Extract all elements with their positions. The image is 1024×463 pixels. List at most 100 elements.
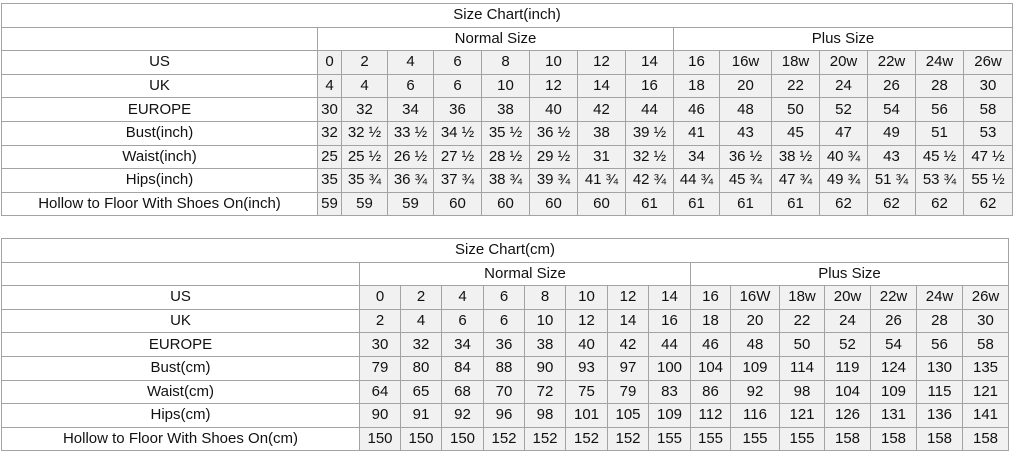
table-cell: 124 (870, 355, 917, 381)
group-header-blank (1, 26, 318, 52)
table-cell: 6 (483, 285, 525, 310)
table-cell: 70 (483, 379, 525, 405)
table-cell: 36 ¾ (387, 168, 434, 193)
table-cell: 35 ½ (481, 120, 530, 146)
table-cell: 83 (648, 379, 691, 405)
table-cell: 61 (771, 191, 820, 217)
table-cell: 88 (483, 355, 525, 381)
table-cell: 32 ½ (341, 120, 388, 146)
table-cell: 14 (607, 308, 649, 334)
table-cell: 14 (648, 285, 691, 310)
table-cell: 16w (719, 50, 772, 75)
table-cell: 75 (565, 379, 608, 405)
table-cell: 16W (730, 285, 780, 310)
table-cell: 36 (483, 332, 525, 357)
row-label: Bust(inch) (1, 120, 318, 146)
table-cell: 44 (625, 97, 674, 122)
table-cell: 20w (824, 285, 871, 310)
table-cell: 56 (915, 97, 964, 122)
table-cell: 12 (565, 308, 608, 334)
table-cell: 152 (524, 426, 566, 452)
normal-size-header: Normal Size (317, 26, 674, 52)
table-cell: 150 (359, 426, 401, 452)
table-cell: 60 (529, 191, 578, 217)
table-cell: 49 ¾ (819, 168, 868, 193)
table-cell: 86 (690, 379, 731, 405)
table-cell: 35 (317, 168, 342, 193)
table-title: Size Chart(inch) (0, 3, 1014, 28)
table-cell: 98 (779, 379, 825, 405)
table-cell: 119 (824, 355, 871, 381)
table-cell: 45 ½ (915, 144, 964, 170)
row-label: Waist(cm) (1, 379, 360, 405)
table-cell: 43 (867, 144, 916, 170)
table-cell: 41 (673, 120, 720, 146)
table-title: Size Chart(cm) (0, 238, 1010, 263)
table-cell: 59 (387, 191, 434, 217)
table-cell: 18 (690, 308, 731, 334)
table-cell: 53 (962, 120, 1014, 146)
plus-size-header: Plus Size (672, 26, 1014, 52)
table-row: US 0 2 4 6 8 10 12 14 16 16W 18w 20w 22w 24w 26w (1, 285, 1010, 310)
table-cell: 6 (483, 308, 525, 334)
table-cell: 105 (607, 403, 649, 428)
row-label: Hollow to Floor With Shoes On(cm) (1, 426, 360, 452)
table-cell: 18w (779, 285, 825, 310)
table-cell: 34 ½ (433, 120, 482, 146)
table-cell: 24w (916, 285, 963, 310)
row-label: EUROPE (1, 332, 360, 357)
table-cell: 46 (673, 97, 720, 122)
table-cell: 41 ¾ (577, 168, 626, 193)
table-cell: 131 (870, 403, 917, 428)
table-cell: 37 ¾ (433, 168, 482, 193)
table-cell: 72 (524, 379, 566, 405)
table-cell: 158 (870, 426, 917, 452)
table-cell: 104 (824, 379, 871, 405)
table-cell: 22 (779, 308, 825, 334)
table-cell: 30 (317, 97, 342, 122)
table-cell: 25 (317, 144, 342, 170)
table-cell: 10 (565, 285, 608, 310)
table-cell: 16 (625, 73, 674, 99)
table-cell: 10 (524, 308, 566, 334)
title-row: Size Chart(cm) (0, 238, 1010, 263)
table-cell: 43 (719, 120, 772, 146)
table-cell: 4 (387, 50, 434, 75)
table-cell: 100 (648, 355, 691, 381)
table-cell: 30 (359, 332, 401, 357)
plus-size-header: Plus Size (689, 261, 1010, 287)
table-cell: 59 (317, 191, 342, 217)
table-cell: 47 (819, 120, 868, 146)
table-cell: 47 ¾ (771, 168, 820, 193)
table-cell: 58 (961, 332, 1010, 357)
table-cell: 39 ½ (625, 120, 674, 146)
table-cell: 16 (690, 285, 731, 310)
table-cell: 0 (359, 285, 401, 310)
table-cell: 59 (341, 191, 388, 217)
table-cell: 40 ¾ (819, 144, 868, 170)
table-cell: 45 (771, 120, 820, 146)
table-cell: 29 ½ (529, 144, 578, 170)
table-cell: 36 ½ (719, 144, 772, 170)
table-cell: 80 (400, 355, 442, 381)
table-cell: 16 (673, 50, 720, 75)
table-cell: 116 (730, 403, 780, 428)
table-cell: 4 (400, 308, 442, 334)
table-cell: 60 (433, 191, 482, 217)
table-row: EUROPE 30 32 34 36 38 40 42 44 46 48 50 52 54 56 58 (1, 332, 1010, 357)
table-cell: 38 ½ (771, 144, 820, 170)
table-cell: 121 (779, 403, 825, 428)
table-cell: 47 ½ (962, 144, 1014, 170)
table-cell: 2 (341, 50, 388, 75)
table-cell: 109 (648, 403, 691, 428)
table-cell: 90 (359, 403, 401, 428)
table-cell: 12 (529, 73, 578, 99)
table-cell: 6 (387, 73, 434, 99)
table-cell: 121 (961, 379, 1010, 405)
table-row: Waist(cm) 64 65 68 70 72 75 79 83 86 92 98 104 109 115… (1, 379, 1010, 405)
table-cell: 96 (483, 403, 525, 428)
row-label: Waist(inch) (1, 144, 318, 170)
table-cell: 22w (867, 50, 916, 75)
row-label: Hips(cm) (1, 403, 360, 428)
